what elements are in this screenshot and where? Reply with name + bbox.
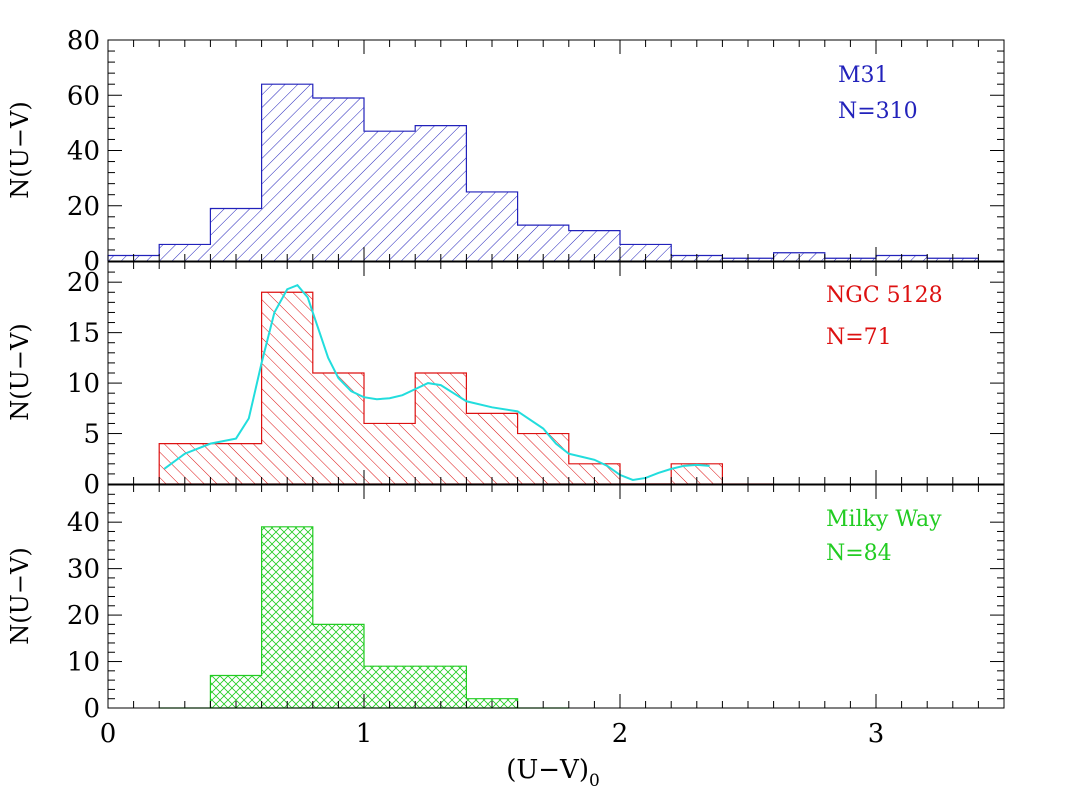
- milky-way-y-axis-label: N(U−V): [6, 547, 34, 644]
- m31-axes-frame: [107, 39, 1005, 262]
- ngc5128-y-tick-label: 10: [67, 369, 100, 399]
- m31-bar: [159, 244, 211, 261]
- ngc5128-bar: [671, 463, 723, 484]
- ngc5128-bar: [415, 373, 467, 484]
- m31-histogram-outline: [107, 83, 979, 261]
- ngc5128-legend-name: NGC 5128: [826, 283, 943, 308]
- ngc5128-bar: [312, 373, 364, 484]
- ngc5128-legend-count: N=71: [826, 325, 892, 350]
- x-axis-label: (U−V)0: [506, 755, 600, 791]
- milky-way-histogram-bars: [159, 526, 569, 709]
- milky-way-y-tick-label: 0: [83, 694, 100, 724]
- milky-way-y-tick-labels: 0 10 20 30 40: [67, 508, 100, 724]
- ngc5128-smooth-curve: [163, 284, 710, 481]
- x-axis-label-main: (U−V): [506, 755, 589, 785]
- m31-bar: [261, 84, 313, 261]
- milky-way-panel: 0 10 20 30 40 0 1 2 3 N(U−V) Milky Way N=84: [6, 484, 1005, 749]
- milky-way-legend-count: N=84: [826, 541, 892, 566]
- milky-way-bar: [312, 624, 364, 708]
- x-tick-label: 2: [612, 719, 629, 749]
- milky-way-y-tick-label: 10: [67, 648, 100, 678]
- m31-y-tick-label: 80: [67, 26, 100, 56]
- ngc5128-bar: [568, 463, 620, 484]
- m31-histogram-bars: [107, 83, 979, 261]
- m31-bar: [364, 131, 416, 261]
- ngc5128-histogram-bars: [158, 291, 774, 485]
- m31-bar: [415, 125, 467, 261]
- x-tick-labels: 0 1 2 3: [100, 719, 885, 749]
- milky-way-bar: [261, 526, 313, 708]
- m31-y-tick-labels: 0 20 40 60 80: [67, 26, 100, 277]
- ngc5128-bar: [261, 292, 313, 484]
- ngc5128-y-tick-label: 0: [83, 470, 100, 500]
- m31-legend-count: N=310: [838, 99, 918, 124]
- m31-y-tick-label: 60: [67, 81, 100, 111]
- m31-bar: [312, 98, 364, 261]
- ngc5128-y-tick-label: 20: [67, 268, 100, 298]
- milky-way-legend-name: Milky Way: [826, 507, 942, 532]
- x-tick-label: 3: [868, 719, 885, 749]
- ngc5128-panel: 0 5 10 15 20 N(U−V) NGC 5128 N=71: [6, 261, 1005, 500]
- ngc5128-y-axis-label: N(U−V): [6, 323, 34, 420]
- ngc5128-y-tick-label: 5: [83, 420, 100, 450]
- x-tick-label: 1: [356, 719, 373, 749]
- milky-way-y-tick-label: 40: [67, 508, 100, 538]
- m31-y-axis-label: N(U−V): [6, 101, 34, 198]
- m31-legend-name: M31: [838, 63, 889, 88]
- x-axis-label-subscript: 0: [589, 771, 600, 791]
- ngc5128-axes-frame: [107, 261, 1005, 485]
- m31-panel: 0 20 40 60 80 N(U−V) M31 N=310: [6, 26, 1005, 277]
- m31-y-tick-label: 40: [67, 137, 100, 167]
- ngc5128-bar: [364, 423, 416, 484]
- milky-way-y-tick-label: 30: [67, 555, 100, 585]
- m31-y-tick-label: 0: [83, 247, 100, 277]
- milky-way-y-tick-label: 20: [67, 601, 100, 631]
- m31-y-tick-label: 20: [67, 192, 100, 222]
- m31-bar: [210, 208, 262, 261]
- ngc5128-bar: [466, 413, 518, 484]
- ngc5128-y-tick-label: 15: [67, 319, 100, 349]
- m31-bar: [620, 244, 672, 261]
- m31-bar: [466, 191, 518, 261]
- x-tick-label: 0: [100, 719, 117, 749]
- milky-way-axis-ticks: [107, 484, 1005, 709]
- ngc5128-bar: [517, 433, 569, 484]
- ngc5128-y-tick-labels: 0 5 10 15 20: [67, 268, 100, 500]
- milky-way-histogram-outline: [209, 526, 519, 708]
- milky-way-axes-frame: [107, 484, 1005, 709]
